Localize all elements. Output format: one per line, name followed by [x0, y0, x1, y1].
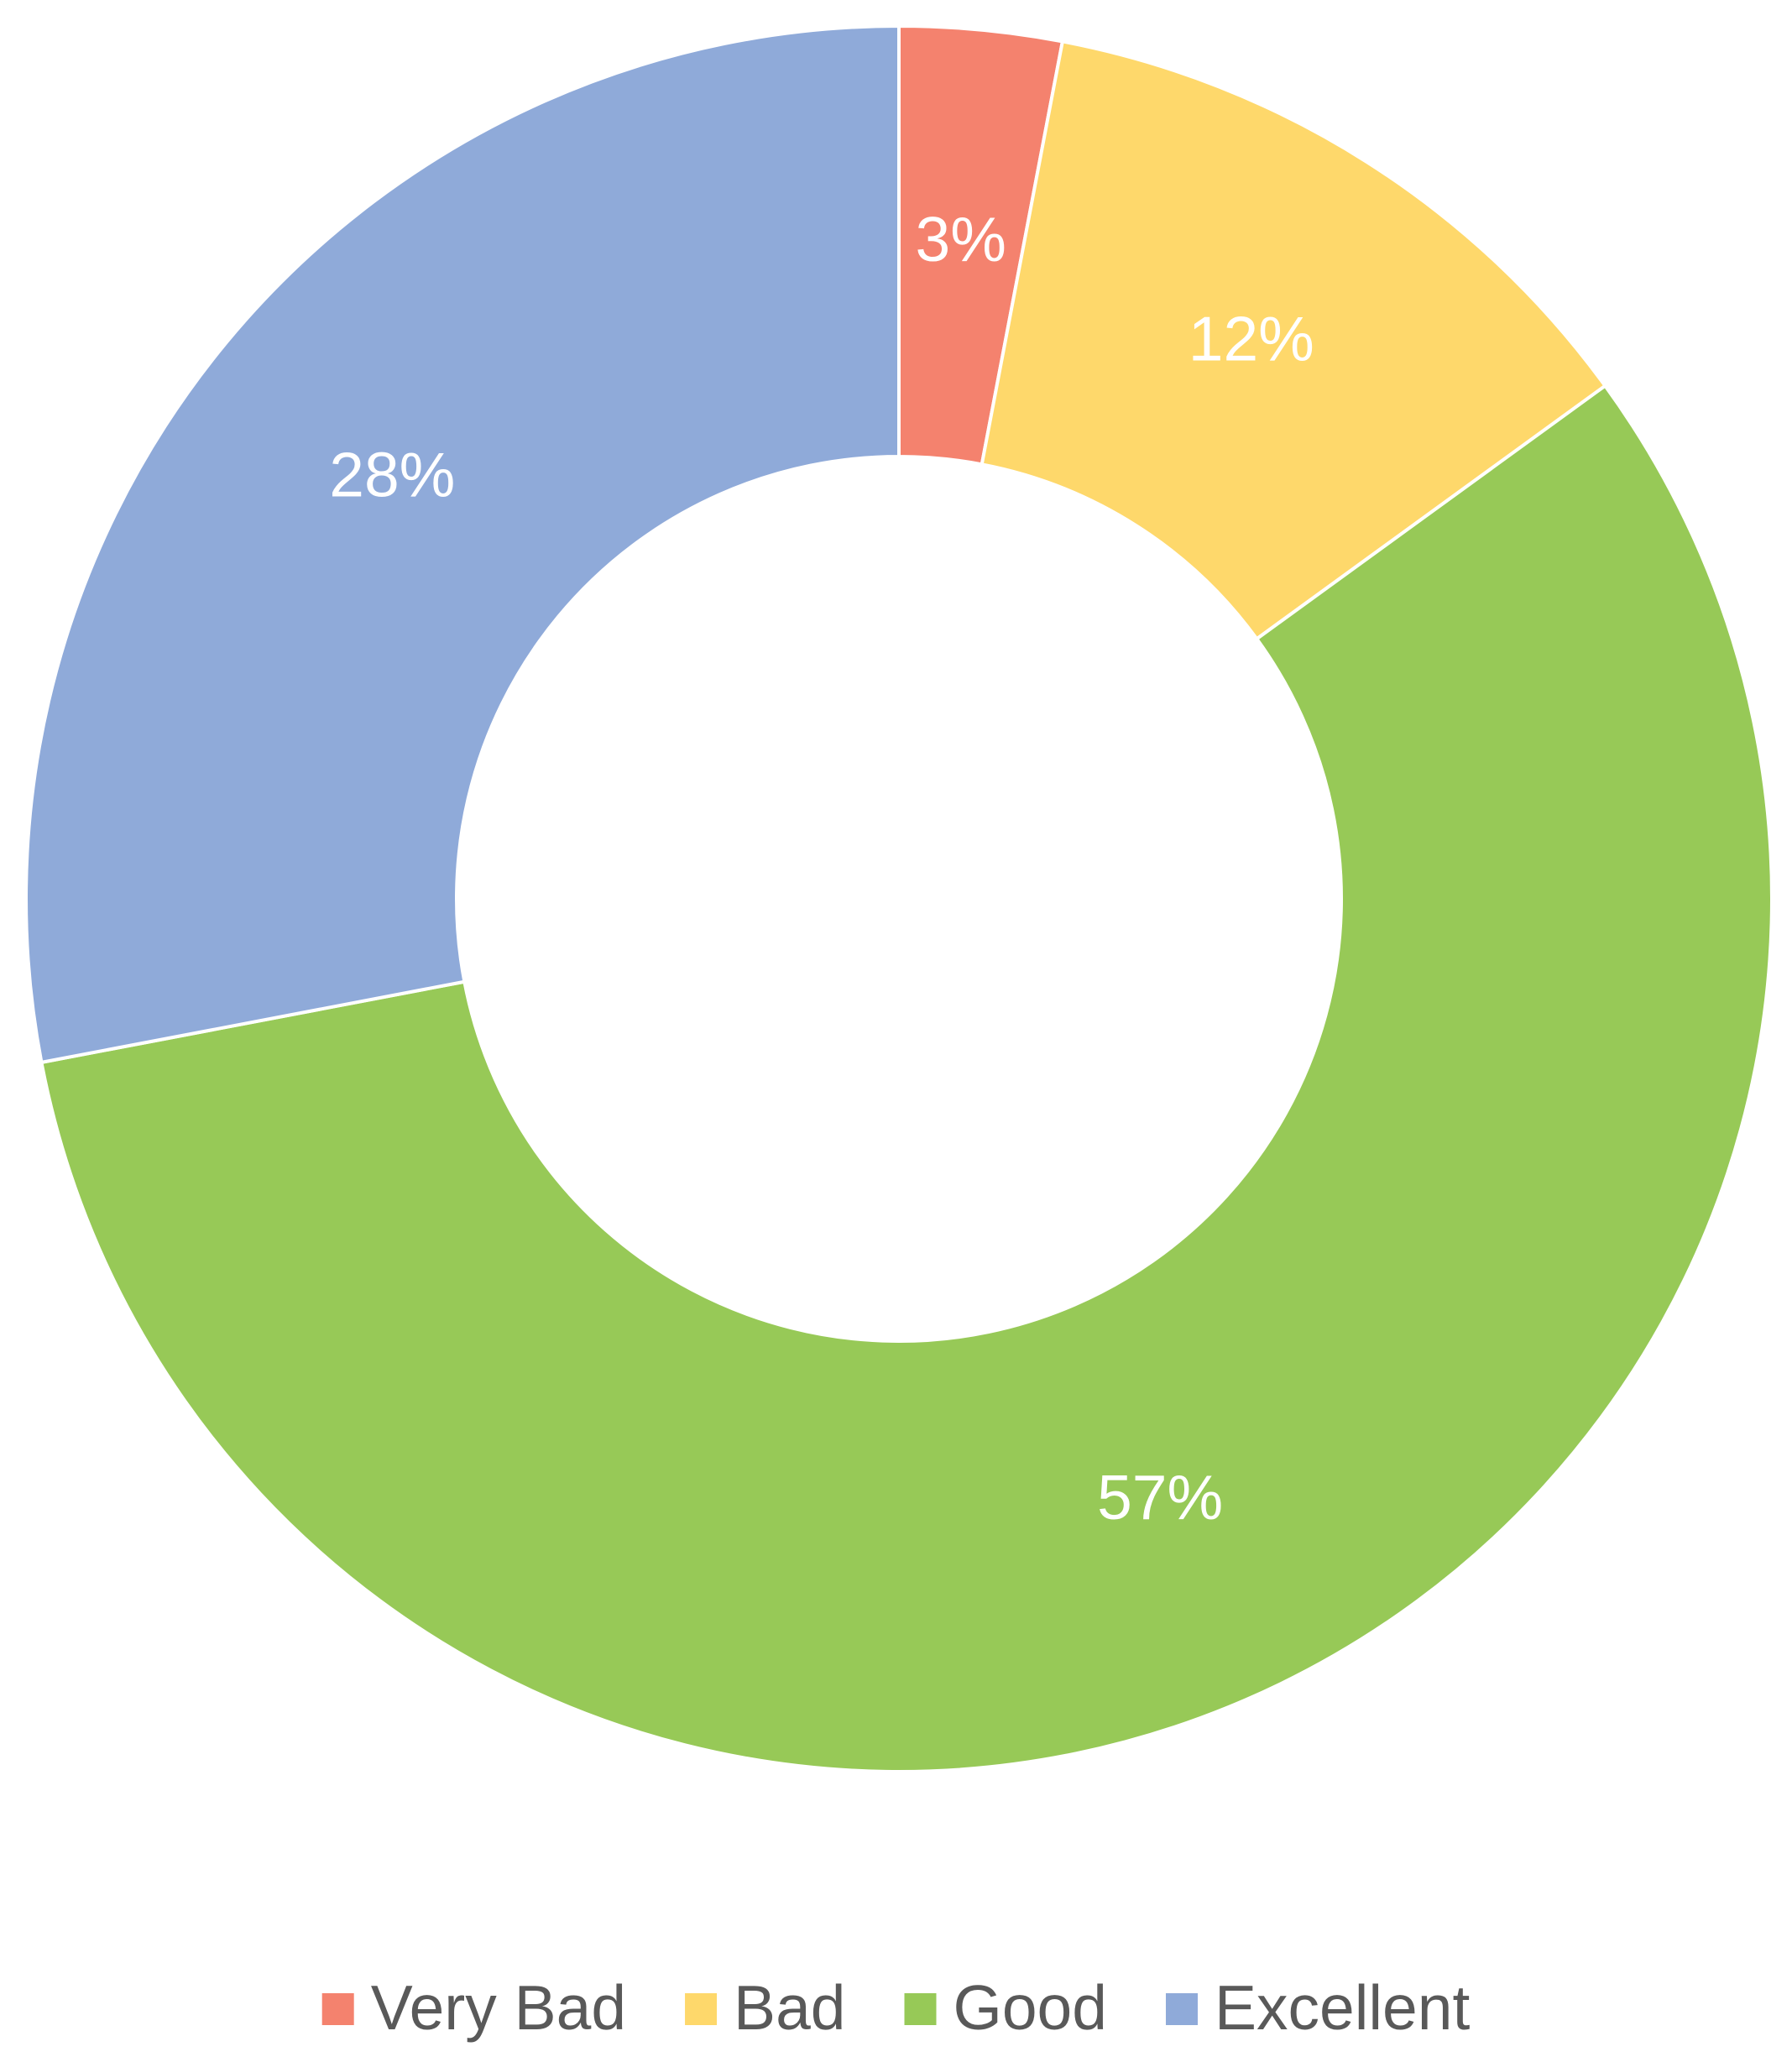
- value-label: 3%: [916, 204, 1006, 274]
- slice: [980, 39, 1608, 642]
- slice: [24, 23, 901, 1065]
- legend-swatch: [321, 1993, 354, 2025]
- legend-swatch: [1165, 1993, 1198, 2025]
- value-label: 12%: [1189, 303, 1314, 373]
- legend-swatch: [685, 1993, 718, 2025]
- legend-label: Excellent: [1215, 1972, 1470, 2043]
- legend-label: Bad: [734, 1972, 845, 2043]
- value-label: 57%: [1097, 1462, 1223, 1532]
- slice: [39, 383, 1774, 1773]
- legend-label: Very Bad: [371, 1972, 626, 2043]
- legend-swatch: [904, 1993, 937, 2025]
- legend-label: Good: [953, 1972, 1107, 2043]
- value-label: 28%: [329, 439, 455, 509]
